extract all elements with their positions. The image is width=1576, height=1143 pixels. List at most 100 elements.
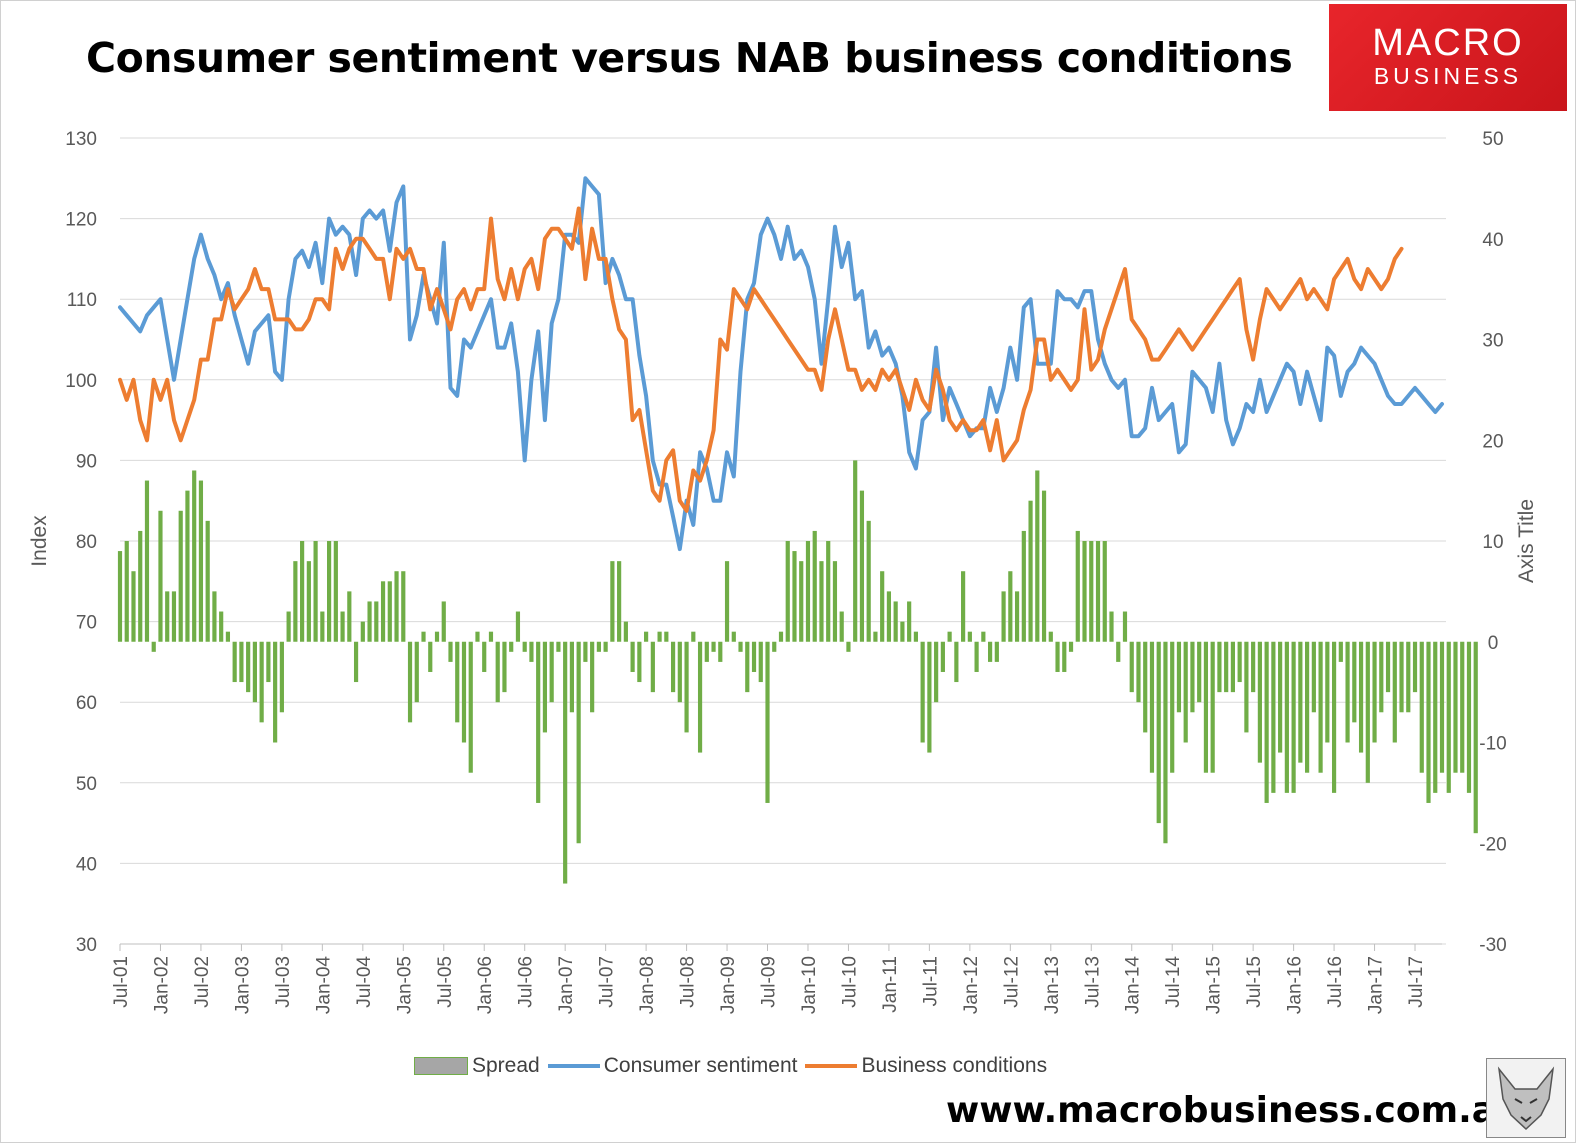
y-tick-label: 120 (65, 210, 97, 231)
spread-bar (171, 591, 177, 642)
legend-swatch-spread (414, 1057, 468, 1075)
spread-bar (711, 641, 716, 652)
x-tick-label: Jul-15 (1244, 956, 1265, 1008)
spread-bar (448, 641, 453, 662)
spread-bar (873, 631, 878, 642)
spread-bar (219, 611, 224, 642)
spread-bar (576, 641, 581, 844)
spread-bar (1426, 641, 1431, 803)
spread-bar (1014, 591, 1020, 642)
spread-bar (1278, 641, 1283, 753)
spread-bar (1466, 641, 1472, 793)
spread-bar (940, 641, 945, 672)
spread-bar (340, 611, 345, 642)
spread-bar (178, 510, 183, 642)
spread-bar (1352, 641, 1357, 723)
spread-bar (495, 641, 500, 703)
x-tick-label: Jul-17 (1406, 956, 1427, 1008)
macro-business-logo: MACRO BUSINESS (1329, 4, 1567, 111)
spread-bar (1008, 571, 1013, 642)
spread-bar (327, 541, 332, 642)
spread-bar (785, 541, 790, 642)
y-tick-label: 110 (67, 290, 97, 311)
y-tick-label: 90 (76, 451, 97, 472)
x-tick-label: Jul-07 (597, 956, 618, 1008)
spread-bar (239, 641, 244, 683)
spread-bar (1041, 490, 1047, 642)
website-url: www.macrobusiness.com.au (946, 1090, 1522, 1131)
spread-bar (1291, 641, 1296, 793)
spread-bar (434, 631, 440, 642)
spread-bar (1399, 641, 1404, 713)
logo-line-1: MACRO (1372, 22, 1524, 64)
spread-bar (684, 641, 689, 733)
spread-bar (1244, 641, 1249, 733)
spread-bar (124, 541, 129, 642)
spread-bar (637, 641, 642, 683)
spread-bar (1075, 530, 1080, 642)
spread-bar (1358, 641, 1364, 753)
spread-bar (1156, 641, 1161, 824)
x-tick-label: Jan-12 (961, 956, 982, 1014)
spread-bar (394, 571, 399, 642)
spread-bar (603, 641, 608, 652)
spread-bar (212, 591, 217, 642)
spread-bar (428, 641, 433, 672)
spread-bar (772, 641, 777, 652)
spread-bar (630, 641, 635, 672)
legend-item-business: Business conditions (805, 1054, 1047, 1078)
spread-bar (1190, 641, 1195, 713)
x-tick-label: Jul-13 (1082, 956, 1103, 1008)
x-tick-label: Jul-02 (192, 956, 213, 1008)
x-tick-label: Jan-14 (1123, 956, 1144, 1015)
spread-bar (138, 530, 143, 642)
spread-bar (1311, 641, 1316, 713)
x-tick-label: Jul-06 (516, 956, 537, 1008)
spread-bar (1224, 641, 1229, 693)
x-tick-label: Jul-04 (354, 956, 375, 1008)
spread-bar (144, 480, 150, 642)
spread-bar (1318, 641, 1323, 773)
spread-bar (509, 641, 514, 652)
x-tick-label: Jan-08 (637, 956, 658, 1014)
x-tick-label: Jan-04 (313, 956, 334, 1015)
spread-bar (1439, 641, 1445, 773)
consumer-sentiment-line (118, 176, 1444, 552)
spread-bar (374, 601, 379, 642)
spread-bar (1048, 631, 1053, 642)
spread-bar (677, 641, 682, 703)
y2-axis-title: Axis Title (1515, 499, 1538, 583)
spread-bar (934, 641, 939, 703)
spread-bar (1163, 641, 1168, 844)
spread-bar (1264, 641, 1269, 803)
spread-bar (252, 641, 257, 703)
spread-bar (1230, 641, 1235, 693)
spread-bar (1095, 541, 1101, 642)
x-tick-label: Jan-17 (1366, 956, 1387, 1014)
spread-bar (1062, 641, 1067, 672)
spread-bar (927, 641, 932, 753)
spread-bar (1392, 641, 1397, 743)
spread-bar (515, 611, 521, 642)
y2-tick-label: 30 (1482, 331, 1503, 352)
spread-bar (1136, 641, 1141, 703)
x-tick-label: Jul-09 (759, 956, 780, 1008)
spread-bar (1102, 541, 1107, 642)
spread-bar (347, 591, 352, 642)
spread-bar (185, 490, 190, 642)
spread-bar (1028, 500, 1033, 642)
spread-bar (974, 641, 979, 672)
x-tick-label: Jan-11 (880, 956, 901, 1013)
spread-bar (765, 641, 770, 803)
spread-bar (900, 621, 905, 642)
spread-bar (407, 641, 413, 723)
spread-bar (387, 581, 392, 642)
spread-bar (1129, 641, 1134, 693)
spread-bar (151, 641, 156, 652)
chart-legend: Spread Consumer sentiment Business condi… (414, 1054, 1047, 1078)
spread-bar (859, 490, 865, 642)
business-conditions-line (118, 206, 1404, 513)
spread-bar (650, 641, 655, 693)
spread-bar (1473, 641, 1478, 834)
spread-bar (333, 541, 338, 642)
